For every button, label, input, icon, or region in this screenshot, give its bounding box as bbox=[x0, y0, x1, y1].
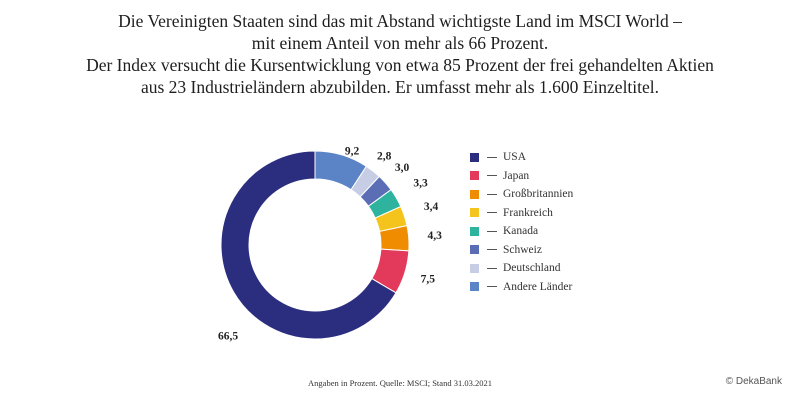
legend-item: Kanada bbox=[470, 222, 573, 241]
legend-label: Deutschland bbox=[503, 262, 561, 275]
value-label: 2,8 bbox=[377, 151, 392, 163]
value-label: 4,3 bbox=[427, 230, 442, 242]
legend: USA Japan Großbritannien Frankreich Kanada Sc… bbox=[470, 148, 573, 296]
legend-label: Schweiz bbox=[503, 243, 542, 256]
legend-item: USA bbox=[470, 148, 573, 167]
legend-dash bbox=[487, 249, 497, 251]
value-label: 3,4 bbox=[424, 201, 439, 213]
legend-item: Japan bbox=[470, 167, 573, 186]
value-label: 66,5 bbox=[218, 331, 238, 343]
legend-dash bbox=[487, 175, 497, 177]
legend-item: Großbritannien bbox=[470, 185, 573, 204]
chart-title: Die Vereinigten Staaten sind das mit Abs… bbox=[0, 10, 800, 98]
legend-item: Deutschland bbox=[470, 259, 573, 278]
legend-swatch bbox=[470, 226, 479, 236]
title-line: mit einem Anteil von mehr als 66 Prozent… bbox=[251, 33, 549, 53]
legend-dash bbox=[487, 230, 497, 232]
legend-label: Großbritannien bbox=[503, 188, 574, 201]
value-label: 7,5 bbox=[421, 273, 436, 285]
legend-swatch bbox=[470, 282, 479, 292]
title-line: aus 23 Industrieländern abzubilden. Er u… bbox=[140, 77, 660, 97]
legend-swatch bbox=[470, 189, 479, 199]
copyright-notice: © DekaBank bbox=[725, 376, 782, 387]
legend-dash bbox=[487, 286, 497, 288]
legend-item: Frankreich bbox=[470, 204, 573, 223]
legend-swatch bbox=[470, 208, 479, 218]
legend-item: Andere Länder bbox=[470, 278, 573, 297]
legend-item: Schweiz bbox=[470, 241, 573, 260]
legend-dash bbox=[487, 156, 497, 158]
legend-label: USA bbox=[503, 151, 527, 164]
legend-label: Frankreich bbox=[503, 206, 553, 219]
legend-swatch bbox=[470, 171, 479, 181]
legend-label: Andere Länder bbox=[503, 280, 573, 293]
legend-dash bbox=[487, 212, 497, 214]
slice-usa bbox=[220, 150, 397, 340]
legend-swatch bbox=[470, 245, 479, 255]
legend-swatch bbox=[470, 263, 479, 273]
legend-label: Kanada bbox=[503, 225, 539, 238]
legend-swatch bbox=[470, 152, 479, 162]
title-line: Der Index versucht die Kursentwicklung v… bbox=[86, 55, 714, 75]
legend-label: Japan bbox=[503, 169, 530, 182]
value-label: 3,3 bbox=[413, 178, 428, 190]
value-label: 3,0 bbox=[395, 162, 410, 174]
legend-dash bbox=[487, 193, 497, 195]
legend-dash bbox=[487, 267, 497, 269]
title-line: Die Vereinigten Staaten sind das mit Abs… bbox=[118, 11, 682, 31]
source-note: Angaben in Prozent. Quelle: MSCI; Stand … bbox=[308, 378, 492, 388]
value-label: 9,2 bbox=[345, 146, 360, 158]
